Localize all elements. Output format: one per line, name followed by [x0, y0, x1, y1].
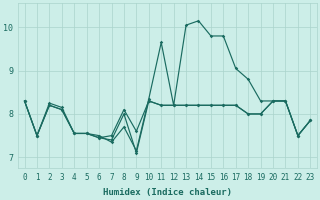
X-axis label: Humidex (Indice chaleur): Humidex (Indice chaleur) [103, 188, 232, 197]
